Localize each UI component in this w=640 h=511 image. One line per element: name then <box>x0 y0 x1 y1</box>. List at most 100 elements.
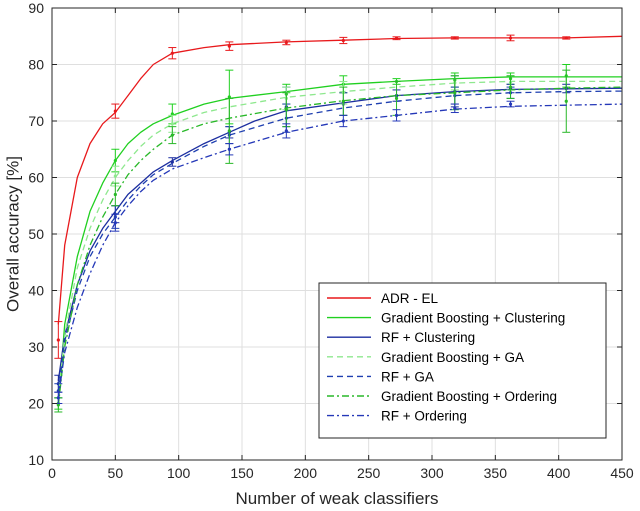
error-bar-5-2 <box>168 126 177 145</box>
error-bar-marker <box>508 36 513 40</box>
legend-entry-4: RF + GA <box>327 369 434 384</box>
error-bar-marker <box>394 96 399 100</box>
error-bar-0-2 <box>168 47 177 60</box>
error-bar-marker <box>341 119 345 123</box>
error-bar-0-6 <box>392 36 401 41</box>
error-bar-marker <box>394 113 399 117</box>
legend-label-3: Gradient Boosting + GA <box>381 350 524 365</box>
error-bar-marker <box>227 129 231 133</box>
legend: ADR - EL Gradient Boosting + Clustering RF… <box>318 282 607 439</box>
error-bar-0-7 <box>450 36 459 40</box>
x-tick-label-7: 350 <box>484 465 508 481</box>
x-tick-label-0: 0 <box>48 465 56 481</box>
legend-entry-5: Gradient Boosting + Ordering <box>327 389 557 404</box>
legend-entry-3: Gradient Boosting + GA <box>327 350 524 365</box>
x-axis-title: Number of weak classifiers <box>235 489 438 508</box>
error-bar-marker <box>564 99 568 103</box>
error-bar-marker <box>284 108 288 112</box>
error-bar-marker <box>113 221 117 225</box>
error-bar-marker <box>113 192 117 197</box>
y-axis-title: Overall accuracy [%] <box>3 156 22 312</box>
error-bar-5-1 <box>111 182 120 207</box>
legend-box <box>318 282 607 439</box>
error-bar-marker <box>56 396 60 400</box>
y-tick-label-6: 70 <box>28 113 44 129</box>
y-tick-label-0: 10 <box>28 452 44 468</box>
error-bar-marker <box>341 38 345 43</box>
x-tick-label-1: 50 <box>108 465 124 481</box>
y-tick-label-3: 40 <box>28 283 44 299</box>
error-bar-marker <box>284 129 288 133</box>
error-bar-marker <box>284 40 288 45</box>
error-bar-0-1 <box>111 103 120 119</box>
error-bar-marker <box>564 36 568 40</box>
legend-entry-2: RF + Clustering <box>327 330 475 345</box>
error-bar-0-5 <box>339 36 348 45</box>
error-bar-0-9 <box>562 36 571 40</box>
y-tick-label-4: 50 <box>28 226 44 242</box>
error-bar-marker <box>56 338 60 342</box>
error-bar-5-9 <box>562 69 571 133</box>
error-bar-marker <box>227 44 231 48</box>
error-bar-marker <box>170 112 174 116</box>
error-bar-6-3 <box>282 123 291 139</box>
error-bar-marker <box>227 95 231 99</box>
y-tick-label-8: 90 <box>28 0 44 16</box>
series-layer <box>54 34 623 413</box>
error-bar-marker <box>453 91 457 95</box>
error-bar-marker <box>508 102 513 106</box>
series-0 <box>54 34 623 359</box>
error-bar-0-8 <box>506 34 515 42</box>
error-bar-6-1 <box>111 213 120 232</box>
series-line-2 <box>57 87 623 381</box>
legend-label-5: Gradient Boosting + Ordering <box>381 389 557 404</box>
error-bar-marker <box>170 133 174 137</box>
error-bar-marker <box>341 99 345 103</box>
axes <box>51 7 623 461</box>
legend-entry-0: ADR - EL <box>327 291 439 306</box>
y-tick-label-1: 20 <box>28 396 44 412</box>
error-bar-0-3 <box>225 41 234 51</box>
legend-entry-6: RF + Ordering <box>327 409 467 424</box>
series-6 <box>54 100 623 404</box>
x-tick-label-4: 200 <box>294 465 318 481</box>
legend-label-1: Gradient Boosting + Clustering <box>381 311 565 326</box>
error-bar-marker <box>453 106 457 110</box>
error-bar-0-4 <box>282 39 291 46</box>
error-bar-marker <box>56 403 60 407</box>
error-bar-6-7 <box>506 100 515 108</box>
error-bar-5-8 <box>506 75 515 99</box>
error-bar-marker <box>508 85 513 89</box>
x-tick-label-2: 100 <box>167 465 191 481</box>
legend-label-2: RF + Clustering <box>381 330 475 345</box>
legend-entry-1: Gradient Boosting + Clustering <box>327 311 565 326</box>
error-bar-marker <box>394 36 399 40</box>
error-bar-6-6 <box>450 103 459 114</box>
error-bar-marker <box>170 160 174 164</box>
y-tick-label-2: 30 <box>28 339 44 355</box>
x-tick-label-6: 300 <box>420 465 444 481</box>
error-bar-5-4 <box>282 92 291 128</box>
error-bar-marker <box>113 174 117 178</box>
legend-label-4: RF + GA <box>381 369 434 384</box>
error-bar-1-2 <box>168 103 177 125</box>
error-bar-6-4 <box>339 114 348 128</box>
series-5 <box>54 69 623 413</box>
error-bar-6-5 <box>392 109 401 122</box>
error-bar-marker <box>113 158 117 163</box>
x-tick-label-8: 400 <box>547 465 571 481</box>
legend-label-6: RF + Ordering <box>381 409 467 424</box>
x-tick-label-3: 150 <box>230 465 254 481</box>
error-bar-marker <box>170 51 174 55</box>
x-tick-label-5: 250 <box>357 465 381 481</box>
x-tick-label-9: 450 <box>610 465 634 481</box>
error-bar-marker <box>113 109 117 113</box>
error-bar-marker <box>453 36 457 40</box>
error-bar-6-2 <box>225 143 234 156</box>
tick-labels: 0 50 100 150 200 250 300 350 400 450 10 20 30 40 50 60 7… <box>28 0 633 481</box>
error-bar-marker <box>227 147 231 151</box>
legend-label-0: ADR - EL <box>381 291 439 306</box>
y-tick-label-5: 60 <box>28 170 44 186</box>
y-tick-label-7: 80 <box>28 57 44 73</box>
